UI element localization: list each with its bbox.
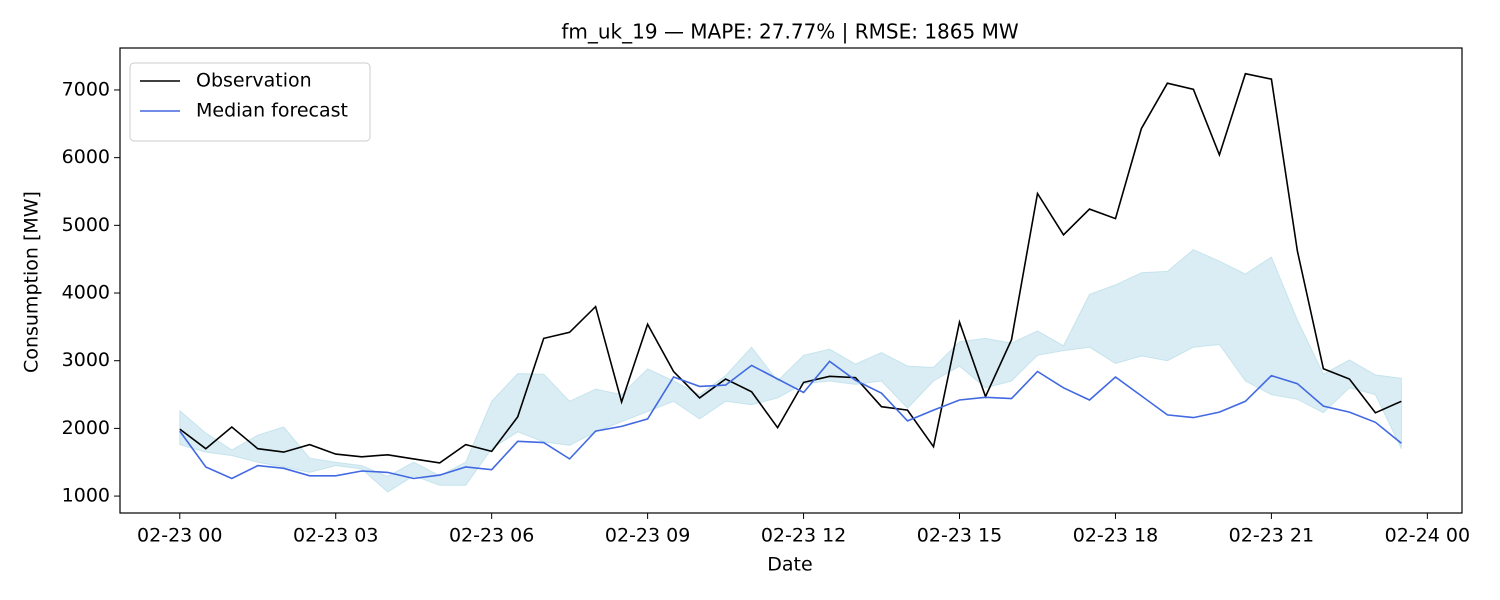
x-tick-label: 02-23 15 <box>917 525 1002 547</box>
legend-label: Median forecast <box>196 100 348 122</box>
plot-frame <box>119 47 1463 514</box>
x-tick-label: 02-23 21 <box>1229 525 1314 547</box>
x-tick-label: 02-24 00 <box>1385 525 1470 547</box>
y-tick-label: 6000 <box>62 146 110 168</box>
y-tick-label: 1000 <box>62 485 110 507</box>
legend: Observation Median forecast <box>129 62 371 142</box>
x-tick-label: 02-23 03 <box>293 525 378 547</box>
series-line <box>179 72 1402 464</box>
series-line <box>179 360 1402 480</box>
y-tick-label: 7000 <box>62 78 110 100</box>
x-tick-label: 02-23 12 <box>761 525 846 547</box>
y-tick-label: 3000 <box>62 349 110 371</box>
y-axis-label: Consumption [MW] <box>21 191 43 373</box>
y-tick-label: 4000 <box>62 282 110 304</box>
x-tick-label: 02-23 18 <box>1073 525 1158 547</box>
y-tick-label: 5000 <box>62 214 110 236</box>
x-axis-label: Date <box>767 554 812 576</box>
x-tick-label: 02-23 06 <box>449 525 534 547</box>
legend-label: Observation <box>196 70 312 92</box>
y-tick-label: 2000 <box>62 417 110 439</box>
legend-box <box>129 62 371 142</box>
x-tick-label: 02-23 00 <box>137 525 222 547</box>
chart-title: fm_uk_19 — MAPE: 27.77% | RMSE: 1865 MW <box>561 20 1018 44</box>
x-tick-label: 02-23 09 <box>605 525 690 547</box>
forecast-band <box>179 249 1402 493</box>
